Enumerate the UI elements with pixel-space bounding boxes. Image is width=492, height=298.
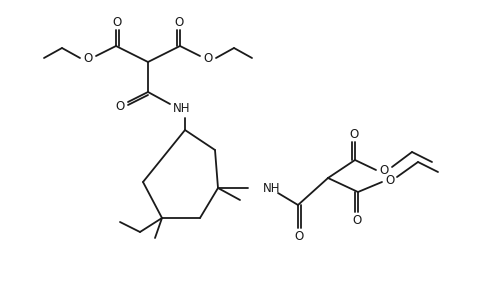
Text: O: O [349, 128, 359, 140]
Text: O: O [385, 173, 395, 187]
Text: O: O [112, 15, 122, 29]
Text: O: O [379, 164, 389, 176]
Text: NH: NH [263, 181, 280, 195]
Text: NH: NH [173, 103, 191, 116]
Text: O: O [352, 213, 362, 226]
Text: O: O [174, 15, 184, 29]
Text: O: O [294, 229, 304, 243]
Text: O: O [83, 52, 92, 64]
Text: O: O [116, 100, 124, 114]
Text: O: O [203, 52, 213, 64]
